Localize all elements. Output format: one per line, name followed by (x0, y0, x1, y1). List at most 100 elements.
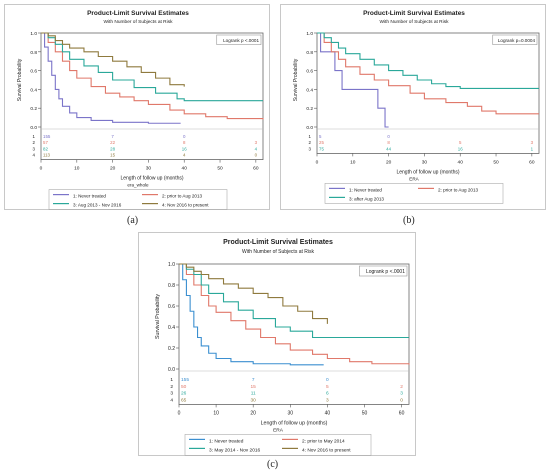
at-risk-row-id: 1 (33, 134, 36, 139)
y-tick-label: 0.4 (168, 325, 175, 331)
at-risk-row-id: 3 (33, 146, 36, 151)
at-risk-count: 0 (183, 134, 186, 139)
legend-label-1: 1: Never treated (209, 438, 244, 444)
caption-c: (c) (267, 459, 279, 470)
at-risk-count: 2 (400, 384, 403, 390)
y-tick-label: 0.8 (306, 50, 313, 56)
x-axis-label: Length of follow up (months) (261, 420, 328, 426)
survival-curve-4 (41, 32, 185, 87)
logrank-box (359, 265, 408, 277)
x-tick-label: 50 (493, 159, 499, 165)
y-tick-label: 1.0 (168, 262, 175, 268)
at-risk-row-id: 3 (170, 391, 173, 397)
x-tick-label: 40 (458, 159, 464, 165)
y-tick-label: 0.2 (30, 106, 37, 112)
at-risk-count: 0 (400, 397, 403, 403)
at-risk-count: 75 (319, 146, 324, 151)
survival-curve-1 (179, 263, 324, 366)
at-risk-count: 8 (387, 140, 390, 145)
y-tick-label: 0.6 (168, 304, 175, 310)
at-risk-count: 0 (387, 134, 390, 139)
at-risk-row-id: 2 (33, 140, 36, 145)
x-tick-label: 30 (422, 159, 428, 165)
survival-curve-3 (317, 32, 539, 90)
x-tick-label: 10 (213, 410, 219, 416)
at-risk-count: 3 (400, 391, 403, 397)
at-risk-count: 3 (531, 140, 534, 145)
at-risk-row-id: 2 (309, 140, 312, 145)
x-tick-label: 20 (250, 410, 256, 416)
at-risk-count: 57 (43, 140, 48, 145)
legend-label-3: 3: May 2014 - Nov 2016 (209, 447, 261, 453)
at-risk-row-id: 4 (170, 397, 173, 403)
x-axis-label: Length of follow up (months) (396, 169, 459, 175)
y-tick-label: 0.0 (168, 367, 175, 373)
y-tick-label: 1.0 (306, 31, 313, 37)
at-risk-count: 1 (531, 146, 534, 151)
survival-curve-2 (41, 32, 264, 120)
x-tick-label: 20 (110, 166, 116, 172)
legend-label-3: 3: after Aug 2013 (349, 196, 384, 201)
caption-b: (b) (403, 215, 415, 226)
logrank-box (492, 34, 538, 45)
legend-title: ERA (409, 176, 419, 181)
at-risk-count: 50 (181, 384, 187, 390)
at-risk-count: 25 (319, 140, 324, 145)
y-axis-label: Survival Probability (155, 294, 161, 339)
logrank-annotation: Logrank p <.0001 (366, 269, 405, 275)
chart-subtitle: With Number of Subjects at Risk (103, 19, 173, 25)
x-tick-label: 60 (253, 166, 259, 172)
legend-box (324, 183, 504, 204)
y-tick-label: 0.2 (168, 346, 175, 352)
legend-title: era_whole (127, 183, 149, 188)
plot-frame (178, 263, 410, 405)
x-tick-label: 30 (288, 410, 294, 416)
x-tick-label: 10 (74, 166, 80, 172)
at-risk-count: 16 (182, 146, 187, 151)
y-tick-label: 1.0 (30, 31, 37, 37)
y-axis-label: Survival Probability (293, 58, 299, 101)
at-risk-row-id: 3 (309, 146, 312, 151)
y-tick-label: 0.2 (306, 106, 313, 112)
at-risk-row-id: 1 (170, 377, 173, 383)
at-risk-count: 82 (43, 146, 48, 151)
plot-frame (316, 32, 540, 154)
x-tick-label: 60 (529, 159, 535, 165)
x-tick-label: 60 (399, 410, 405, 416)
at-risk-count: 3 (326, 397, 329, 403)
at-risk-count: 3 (255, 140, 258, 145)
legend-label-2: 2: prior to May 2014 (302, 438, 345, 444)
chart-subtitle: With Number of Subjects at Risk (379, 19, 449, 25)
y-tick-label: 0.0 (306, 125, 313, 131)
y-tick-label: 0.6 (306, 69, 313, 75)
at-risk-count: 7 (111, 134, 114, 139)
at-risk-count: 155 (181, 377, 189, 383)
km-chart-c: Product-Limit Survival Estimates With Num… (155, 239, 410, 456)
survival-curve-3 (179, 263, 409, 339)
survival-curve-4 (179, 263, 328, 324)
x-tick-label: 0 (40, 166, 43, 172)
y-tick-label: 0.6 (30, 69, 37, 75)
at-risk-count: 8 (183, 140, 186, 145)
logrank-annotation: Logrank p <.0001 (223, 38, 259, 43)
panel-b: Product-Limit Survival Estimates With Num… (280, 4, 546, 210)
survival-curve-1 (317, 32, 389, 128)
at-risk-count: 15 (251, 384, 257, 390)
at-risk-count: 5 (326, 384, 329, 390)
legend-label-1: 1: Never treated (73, 194, 106, 199)
at-risk-count: 155 (43, 134, 51, 139)
x-tick-label: 0 (178, 410, 181, 416)
panel-a: Product-Limit Survival Estimates With Num… (4, 4, 270, 210)
at-risk-count: 5 (459, 140, 462, 145)
legend-label-2: 2: prior to Aug 2013 (162, 194, 203, 199)
x-axis-label: Length of follow up (months) (120, 176, 183, 182)
chart-title: Product-Limit Survival Estimates (87, 10, 189, 17)
at-risk-row-id: 2 (170, 384, 173, 390)
km-chart-b: Product-Limit Survival Estimates With Num… (293, 10, 540, 204)
logrank-annotation: Logrank p=0.0004 (498, 38, 536, 43)
x-tick-label: 50 (217, 166, 223, 172)
legend-box (48, 189, 228, 210)
legend-title: ERA (273, 427, 284, 433)
panel-c: Product-Limit Survival Estimates With Num… (138, 232, 416, 456)
chart-title: Product-Limit Survival Estimates (223, 239, 333, 246)
